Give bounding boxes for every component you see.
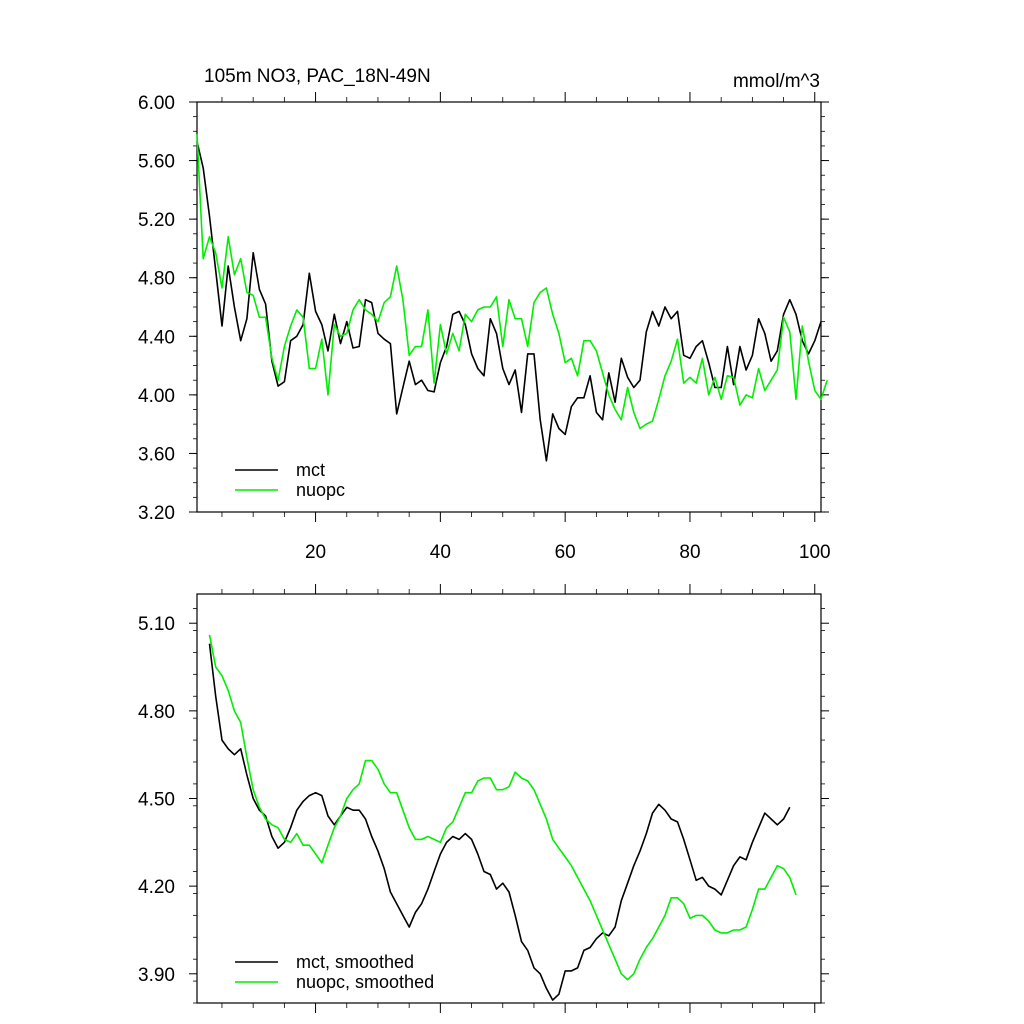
- legend-label: mct, smoothed: [296, 952, 414, 972]
- y-tick-label: 6.00: [138, 93, 175, 114]
- y-tick-label: 4.20: [138, 877, 175, 898]
- y-tick-label: 4.50: [138, 790, 175, 811]
- legend-label: mct: [296, 460, 325, 480]
- plot-frame: [196, 593, 822, 1004]
- legend-label: nuopc, smoothed: [296, 972, 434, 992]
- y-tick-label: 3.60: [138, 444, 175, 465]
- plot-frame: [196, 101, 822, 513]
- y-tick-label: 5.20: [138, 210, 175, 231]
- y-tick-label: 4.40: [138, 327, 175, 348]
- chart-1-title: 105m NO3, PAC_18N-49N: [204, 66, 431, 87]
- y-tick-label: 4.80: [138, 269, 175, 290]
- y-tick-label: 3.20: [138, 503, 175, 524]
- chart-1-units-label: mmol/m^3: [733, 71, 820, 92]
- chart-2-plot-area: 5.10 4.80 4.50 4.20 3.90 mct, smoothednuopc, …: [138, 584, 829, 1013]
- chart-1-plot-area: 6.00 5.60 5.20 4.80 4.40 4.00 3.60 3.20 20 40 60 80…: [138, 92, 831, 563]
- y-tick-label: 4.80: [138, 702, 175, 723]
- y-tick-label: 5.10: [138, 614, 175, 635]
- x-tick-label: 40: [430, 542, 451, 563]
- series-line-mct-smoothed: [208, 643, 791, 1001]
- x-tick-label: 80: [679, 542, 700, 563]
- y-tick-label: 4.00: [138, 386, 175, 407]
- y-tick-label: 3.90: [138, 965, 175, 986]
- x-tick-label: 60: [555, 542, 576, 563]
- legend-label: nuopc: [296, 480, 345, 500]
- y-tick-label: 5.60: [138, 152, 175, 173]
- series-line-nuopc-smoothed: [208, 634, 797, 981]
- series-line-nuopc: [196, 134, 828, 430]
- x-tick-label: 20: [305, 542, 326, 563]
- x-tick-label: 100: [799, 542, 831, 563]
